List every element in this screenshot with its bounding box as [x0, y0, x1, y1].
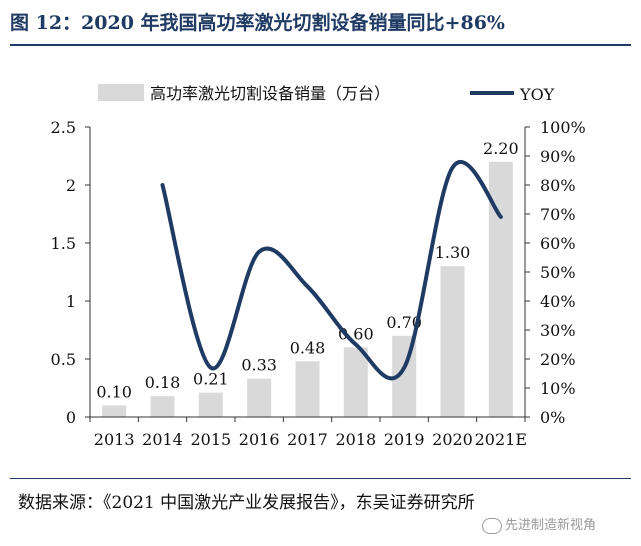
- x-tick-label-2015: 2015: [190, 430, 231, 449]
- bar-label-2021E: 2.20: [483, 139, 519, 158]
- data-source: 数据来源：《2021 中国激光产业发展报告》，东吴证券研究所: [18, 493, 475, 513]
- x-tick-label-2016: 2016: [239, 430, 280, 449]
- bar-2015: [198, 392, 223, 417]
- right-tick-label-8: 80%: [540, 176, 576, 195]
- chart-legend: 高功率激光切割设备销量（万台） YOY: [98, 84, 555, 104]
- title-divider: [10, 44, 631, 46]
- left-tick-label-4: 2: [66, 176, 76, 195]
- right-axis-ticks: 0% 10% 20% 30% 40% 50% 60% 70% 80% 90% 100%: [525, 118, 586, 427]
- x-tick-label-2017: 2017: [287, 430, 328, 449]
- legend-bar-label: 高功率激光切割设备销量（万台）: [150, 84, 390, 103]
- right-tick-label-4: 40%: [540, 292, 576, 311]
- x-tick-label-2014: 2014: [142, 430, 183, 449]
- bar-2020: [440, 266, 465, 417]
- bar-data-labels: 0.10 0.18 0.21 0.33 0.48 0.60 0.70 1.30 2.20: [96, 139, 518, 402]
- x-axis-ticks: 2013 2014 2015 2016 2017 2018 2019 2020 2021E: [89, 417, 527, 449]
- right-tick-label-0: 0%: [540, 408, 565, 427]
- x-tick-label-2013: 2013: [94, 430, 135, 449]
- right-tick-label-3: 30%: [540, 321, 576, 340]
- left-axis-ticks: 0 0.5 1 1.5 2 2.5: [51, 118, 90, 427]
- right-tick-label-10: 100%: [540, 118, 586, 137]
- bar-label-2014: 0.18: [145, 373, 181, 392]
- bar-2016: [247, 378, 272, 417]
- right-tick-label-9: 90%: [540, 147, 576, 166]
- legend-line-label: YOY: [519, 85, 555, 104]
- right-tick-label-7: 70%: [540, 205, 576, 224]
- bar-2017: [295, 361, 320, 417]
- x-tick-label-2019: 2019: [384, 430, 425, 449]
- x-tick-label-2021E: 2021E: [475, 430, 527, 449]
- left-tick-label-2: 1: [66, 292, 76, 311]
- bar-label-2013: 0.10: [96, 382, 132, 401]
- bar-label-2020: 1.30: [435, 243, 471, 262]
- bar-2018: [343, 347, 368, 417]
- legend-bar-swatch: [98, 84, 144, 101]
- x-tick-label-2018: 2018: [335, 430, 376, 449]
- bar-label-2017: 0.48: [290, 338, 326, 357]
- bar-label-2015: 0.21: [193, 370, 229, 389]
- left-tick-label-5: 2.5: [51, 118, 76, 137]
- source-divider: [10, 478, 631, 479]
- chart-canvas: 高功率激光切割设备销量（万台） YOY 0.10 0.18 0.21 0.33 0.48…: [51, 84, 586, 449]
- x-tick-label-2020: 2020: [432, 430, 473, 449]
- watermark: 先进制造新视角: [482, 514, 596, 534]
- wechat-icon: [482, 517, 502, 534]
- bar-label-2016: 0.33: [241, 356, 277, 375]
- watermark-text: 先进制造新视角: [505, 518, 597, 533]
- right-tick-label-5: 50%: [540, 263, 576, 282]
- bar-2013: [102, 405, 127, 417]
- right-tick-label-6: 60%: [540, 234, 576, 253]
- bar-label-2019: 0.70: [386, 313, 422, 332]
- left-tick-label-3: 1.5: [51, 234, 76, 253]
- bar-label-2018: 0.60: [338, 324, 374, 343]
- right-tick-label-2: 20%: [540, 350, 576, 369]
- bar-2014: [150, 396, 175, 417]
- figure-title: 图 12：2020 年我国高功率激光切割设备销量同比+86%: [10, 12, 505, 34]
- right-tick-label-1: 10%: [540, 379, 576, 398]
- left-tick-label-0: 0: [66, 408, 76, 427]
- left-tick-label-1: 0.5: [51, 350, 76, 369]
- yoy-line-series: [160, 160, 503, 381]
